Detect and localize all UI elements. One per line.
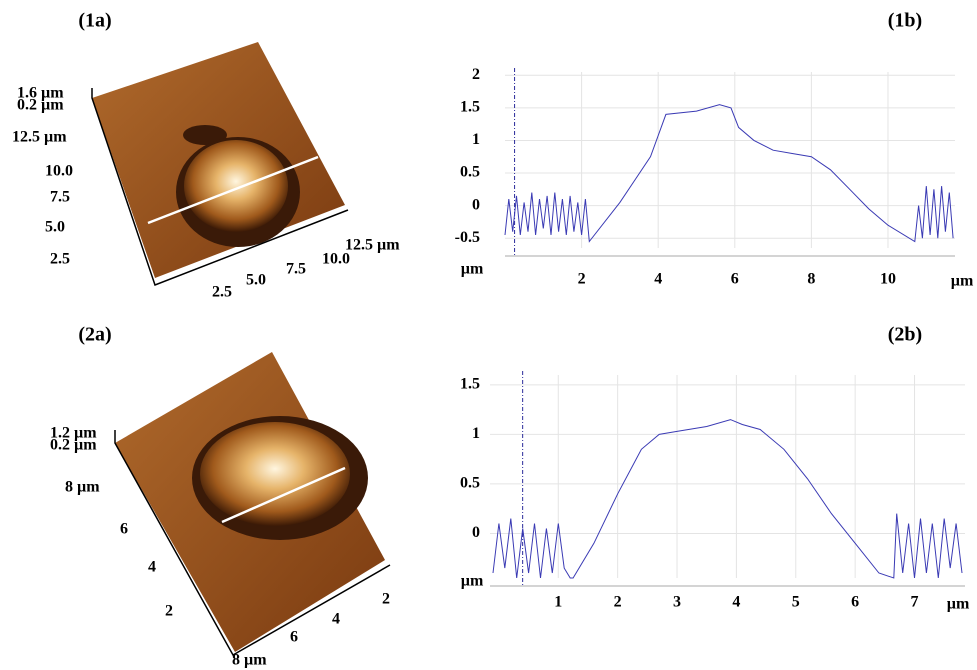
afm-image-1a <box>91 42 349 286</box>
mound <box>200 422 350 526</box>
panel-label: (2b) <box>888 324 922 346</box>
y-tick-label: 1 <box>472 425 480 442</box>
x-tick-label: 4 <box>654 271 662 288</box>
mound <box>184 140 288 232</box>
x-label: 8 µm <box>232 652 267 669</box>
y-label: 12.5 µm <box>12 129 67 146</box>
x-tick-label: 10 <box>880 271 896 288</box>
panel-label: (1a) <box>78 10 111 32</box>
y-label: 5.0 <box>45 219 65 236</box>
afm-image-2a <box>114 352 391 657</box>
z-label: 1.6 µm <box>17 85 64 102</box>
panel-label: (1b) <box>888 10 922 32</box>
x-tick-label: 1 <box>554 594 562 611</box>
x-axis-label: µm <box>947 596 970 613</box>
y-tick-label: 0.5 <box>460 164 480 181</box>
x-label: 4 <box>332 611 340 628</box>
y-label: 7.5 <box>50 189 70 206</box>
y-tick-label: 0 <box>472 196 480 213</box>
y-label: 6 <box>120 521 128 538</box>
profile-line <box>504 104 954 243</box>
axes <box>114 430 391 657</box>
x-tick-label: 2 <box>578 271 586 288</box>
y-axis-label: µm <box>461 573 484 590</box>
y-axis-label: µm <box>461 261 484 278</box>
y-label: 10.0 <box>45 163 73 180</box>
x-label: 2.5 <box>212 284 232 301</box>
x-axis-label: µm <box>951 273 974 290</box>
profile-line <box>221 466 346 524</box>
x-label: 7.5 <box>286 261 306 278</box>
panel-label: (2a) <box>78 324 111 346</box>
x-label: 12.5 µm <box>345 237 400 254</box>
x-tick-label: 7 <box>911 594 919 611</box>
x-tick-label: 5 <box>792 594 800 611</box>
x-label: 6 <box>290 629 298 646</box>
x-label: 10.0 <box>322 251 350 268</box>
x-label: 5.0 <box>246 272 266 289</box>
y-tick-label: 1.5 <box>460 99 480 116</box>
pit <box>183 125 227 145</box>
y-label: 2 <box>165 603 173 620</box>
y-label: 2.5 <box>50 251 70 268</box>
y-tick-label: 1 <box>472 131 480 148</box>
axes <box>91 88 349 286</box>
z-label: 1.2 µm <box>50 425 97 442</box>
x-tick-label: 3 <box>673 594 681 611</box>
y-label: 8 µm <box>65 479 100 496</box>
y-tick-label: 0.5 <box>460 475 480 492</box>
y-label: 4 <box>148 559 156 576</box>
y-tick-label: 0 <box>472 524 480 541</box>
x-tick-label: 2 <box>614 594 622 611</box>
profile-line <box>147 155 319 225</box>
y-tick-label: -0.5 <box>455 229 480 246</box>
x-tick-label: 6 <box>851 594 859 611</box>
y-tick-label: 2 <box>472 66 480 83</box>
x-label: 2 <box>382 591 390 608</box>
x-tick-label: 6 <box>731 271 739 288</box>
z-label: 0.2 µm <box>17 97 64 114</box>
y-tick-label: 1.5 <box>460 376 480 393</box>
x-tick-label: 4 <box>732 594 740 611</box>
z-label: 0.2 µm <box>50 437 97 454</box>
x-tick-label: 8 <box>807 271 815 288</box>
profile-line <box>492 419 963 579</box>
